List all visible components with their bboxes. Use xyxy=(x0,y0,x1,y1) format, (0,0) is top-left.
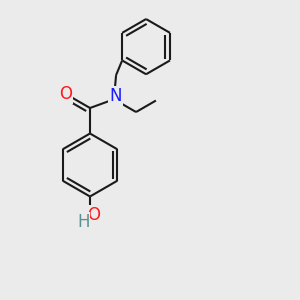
Text: O: O xyxy=(87,206,100,224)
Text: O: O xyxy=(59,85,72,103)
Text: N: N xyxy=(109,87,122,105)
Text: H: H xyxy=(77,213,90,231)
